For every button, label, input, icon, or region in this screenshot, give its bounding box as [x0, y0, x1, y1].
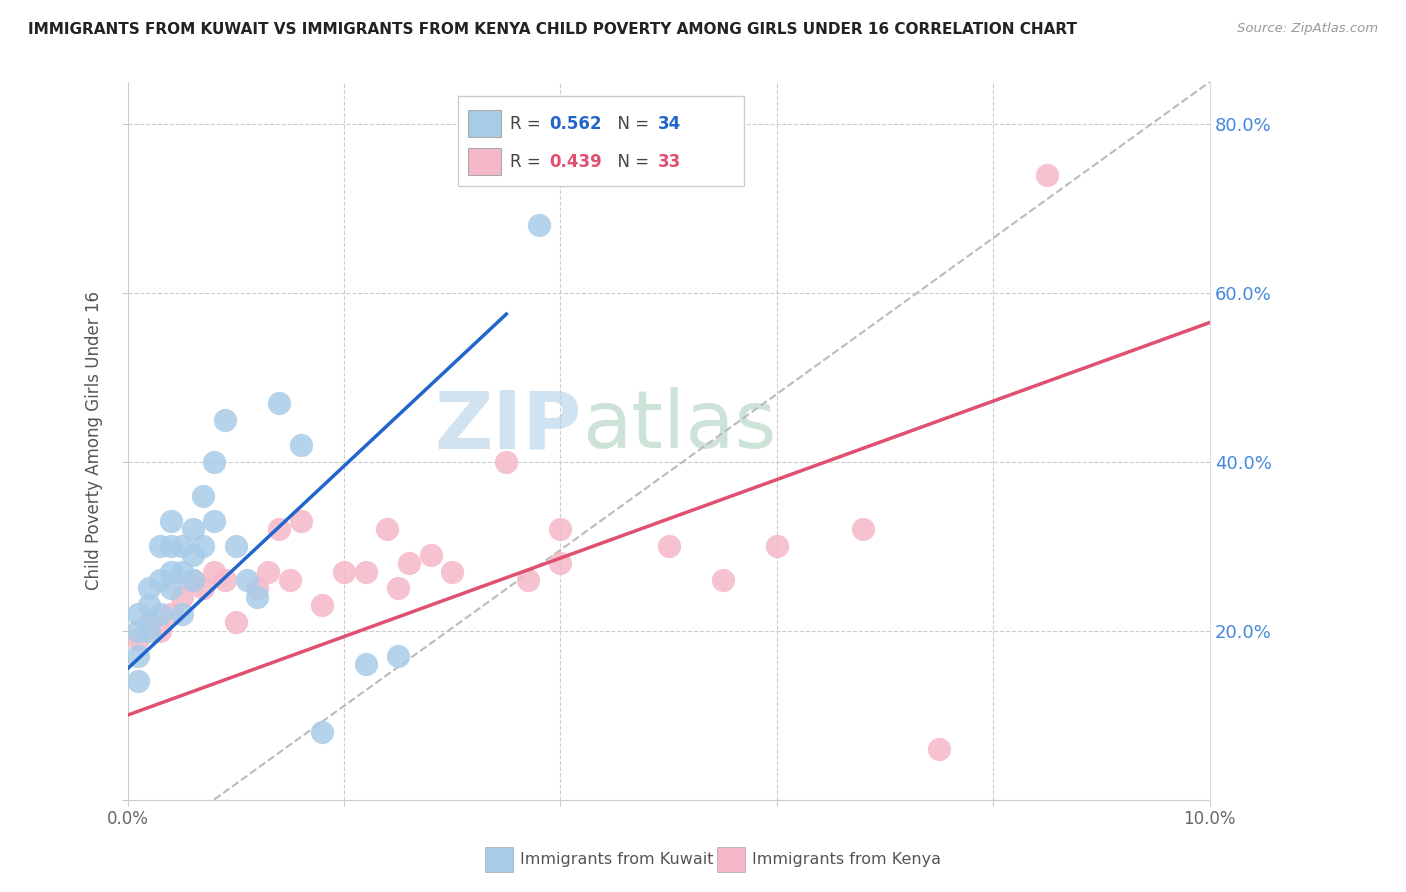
Point — [419, 548, 441, 562]
Point — [214, 573, 236, 587]
Point — [127, 648, 149, 663]
Point — [278, 573, 301, 587]
Text: ZIP: ZIP — [434, 387, 582, 466]
Point — [170, 590, 193, 604]
Point — [127, 624, 149, 638]
Point — [170, 539, 193, 553]
Point — [257, 565, 280, 579]
Text: atlas: atlas — [582, 387, 776, 466]
Point — [160, 582, 183, 596]
Text: Immigrants from Kenya: Immigrants from Kenya — [752, 853, 941, 867]
Point — [214, 412, 236, 426]
Point — [550, 522, 572, 536]
Point — [202, 455, 225, 469]
FancyBboxPatch shape — [468, 148, 501, 175]
Point — [170, 607, 193, 621]
Point — [387, 648, 409, 663]
Text: R =: R = — [509, 114, 546, 133]
Point — [170, 565, 193, 579]
FancyBboxPatch shape — [468, 110, 501, 137]
Point — [193, 539, 215, 553]
Point — [354, 657, 377, 672]
Point — [387, 582, 409, 596]
Point — [127, 607, 149, 621]
Point — [311, 599, 333, 613]
Text: N =: N = — [607, 153, 654, 170]
Point — [550, 556, 572, 570]
Point — [127, 632, 149, 646]
Text: IMMIGRANTS FROM KUWAIT VS IMMIGRANTS FROM KENYA CHILD POVERTY AMONG GIRLS UNDER : IMMIGRANTS FROM KUWAIT VS IMMIGRANTS FRO… — [28, 22, 1077, 37]
Point — [354, 565, 377, 579]
Point — [149, 573, 172, 587]
Point — [202, 514, 225, 528]
Text: 0.439: 0.439 — [550, 153, 602, 170]
Point — [138, 624, 160, 638]
Point — [766, 539, 789, 553]
Point — [375, 522, 398, 536]
Point — [149, 607, 172, 621]
Point — [138, 615, 160, 630]
Text: 33: 33 — [658, 153, 681, 170]
Point — [225, 539, 247, 553]
Text: 34: 34 — [658, 114, 681, 133]
Point — [160, 539, 183, 553]
Point — [138, 582, 160, 596]
Point — [160, 607, 183, 621]
Point — [138, 599, 160, 613]
Text: Immigrants from Kuwait: Immigrants from Kuwait — [520, 853, 714, 867]
Point — [311, 725, 333, 739]
Text: N =: N = — [607, 114, 654, 133]
Point — [333, 565, 356, 579]
Point — [1036, 168, 1059, 182]
Point — [181, 522, 204, 536]
Point — [398, 556, 420, 570]
Text: 0.562: 0.562 — [550, 114, 602, 133]
Point — [527, 219, 550, 233]
Point — [149, 539, 172, 553]
Point — [202, 565, 225, 579]
Point — [160, 514, 183, 528]
Text: R =: R = — [509, 153, 546, 170]
Point — [441, 565, 464, 579]
Y-axis label: Child Poverty Among Girls Under 16: Child Poverty Among Girls Under 16 — [86, 291, 103, 591]
Point — [269, 522, 291, 536]
Point — [127, 674, 149, 689]
Point — [658, 539, 681, 553]
Point — [181, 548, 204, 562]
Point — [711, 573, 734, 587]
Point — [235, 573, 257, 587]
Point — [517, 573, 540, 587]
Point — [290, 514, 312, 528]
Point — [495, 455, 517, 469]
Point — [269, 395, 291, 409]
Point — [290, 438, 312, 452]
Point — [160, 565, 183, 579]
FancyBboxPatch shape — [458, 96, 744, 186]
Point — [181, 573, 204, 587]
Point — [149, 624, 172, 638]
Point — [928, 742, 950, 756]
Point — [246, 582, 269, 596]
Point — [193, 489, 215, 503]
Point — [193, 582, 215, 596]
Point — [246, 590, 269, 604]
Point — [852, 522, 875, 536]
Point — [225, 615, 247, 630]
Text: Source: ZipAtlas.com: Source: ZipAtlas.com — [1237, 22, 1378, 36]
Point — [181, 573, 204, 587]
